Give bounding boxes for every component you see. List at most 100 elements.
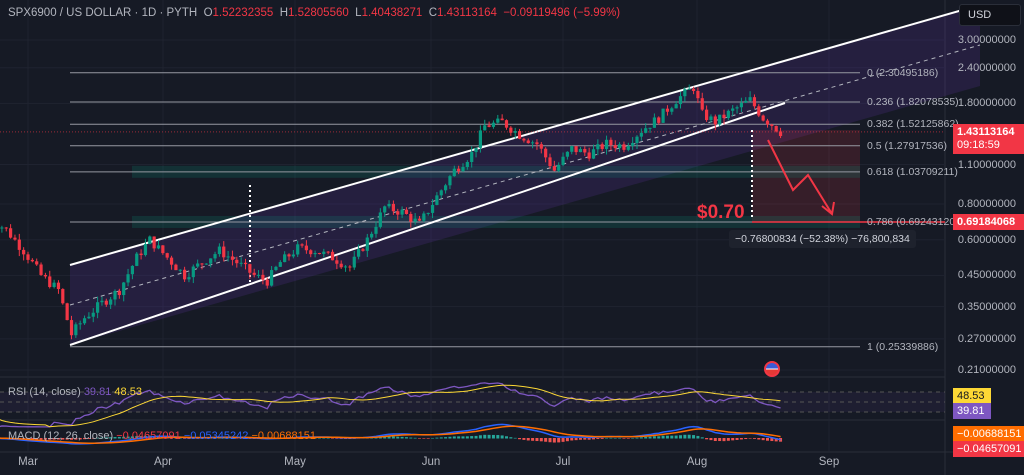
candle: [96, 302, 100, 313]
macd-histogram-bar: [74, 438, 78, 440]
macd-histogram-bar: [574, 438, 578, 441]
macd-histogram-bar: [35, 438, 39, 440]
candle: [700, 98, 704, 110]
candle: [61, 289, 65, 304]
macd-histogram-bar: [122, 436, 126, 439]
candle: [13, 237, 17, 240]
price-tick: 1.10000000: [957, 158, 1016, 171]
time-tick: Sep: [818, 456, 840, 468]
macd-histogram-bar: [404, 437, 408, 439]
macd-histogram-bar: [400, 436, 404, 439]
open-label: O: [203, 7, 213, 19]
macd-histogram-bar: [544, 438, 548, 442]
macd-histogram-bar: [117, 436, 121, 439]
time-tick: Jul: [555, 456, 571, 468]
candle: [718, 114, 722, 125]
macd-histogram-bar: [726, 438, 730, 441]
candle: [652, 117, 656, 128]
macd-histogram-bar: [509, 437, 513, 439]
symbol-title[interactable]: SPX6900 / US DOLLAR · 1D · PYTH: [8, 7, 198, 19]
candle: [648, 127, 652, 129]
candle: [618, 144, 622, 149]
candle: [357, 249, 361, 257]
time-tick: Mar: [18, 456, 38, 468]
candle: [187, 277, 191, 280]
candle: [352, 256, 356, 268]
macd-histogram-bar: [113, 437, 117, 439]
macd-histogram-bar: [696, 435, 700, 439]
candle: [326, 251, 330, 253]
macd-histogram-bar: [526, 438, 530, 441]
us-flag-event-icon[interactable]: [764, 361, 780, 377]
candle: [548, 157, 552, 167]
candle: [152, 236, 156, 249]
candle: [4, 227, 8, 229]
candle: [287, 254, 291, 257]
macd-histogram-bar: [774, 438, 778, 442]
close-label: C: [428, 7, 438, 19]
macd-histogram-bar: [383, 436, 387, 439]
change-value: −0.09119496 (−5.99%): [503, 7, 621, 19]
macd-histogram-bar: [505, 436, 508, 439]
candle: [657, 117, 661, 123]
macd-histogram-bar: [522, 438, 526, 440]
candle: [709, 116, 713, 121]
macd-legend: MACD (12, 26, close) −0.04657091 −0.0534…: [8, 430, 316, 442]
measure-label: −0.76800834 (−52.38%) −76,800,834: [729, 230, 916, 248]
macd-histogram-bar: [539, 438, 543, 442]
candle: [500, 118, 504, 121]
macd-histogram-bar: [565, 438, 569, 442]
candle: [378, 212, 382, 227]
macd-histogram-bar: [722, 438, 726, 442]
fib-level-label: 0.5 (1.27917536): [867, 139, 947, 152]
candle: [339, 263, 343, 268]
macd-histogram-bar: [326, 437, 330, 439]
macd-histogram-bar: [43, 438, 47, 440]
macd-histogram-bar: [648, 436, 652, 439]
macd-histogram-bar: [661, 435, 665, 439]
candle: [404, 209, 409, 214]
candle: [417, 218, 422, 221]
macd-histogram-bar: [422, 438, 426, 439]
candle: [291, 254, 295, 257]
candle: [583, 148, 587, 153]
macd-histogram-bar: [174, 437, 178, 439]
target-annotation: $0.70: [697, 202, 745, 223]
low-value: 1.40438271: [361, 7, 423, 19]
macd-histogram-bar: [592, 438, 595, 440]
currency-button[interactable]: USD: [959, 4, 1021, 26]
macd-histogram-bar: [387, 436, 391, 439]
candle: [165, 253, 169, 258]
price-tick: 0.21000000: [957, 364, 1016, 376]
candle: [143, 244, 148, 256]
candle: [770, 124, 774, 126]
macd-value: −0.05345242: [183, 430, 249, 442]
candle: [174, 264, 178, 271]
rsi-value: 39.81: [83, 386, 112, 398]
candle: [531, 142, 535, 144]
candle: [261, 274, 265, 280]
macd-histogram-bar: [157, 436, 160, 439]
macd-histogram-bar: [178, 437, 182, 439]
macd-histogram-bar: [731, 438, 735, 441]
candle: [665, 108, 670, 112]
fib-level-label: 0.236 (1.82078535): [867, 95, 959, 108]
macd-histogram-bar: [626, 438, 630, 439]
candle: [544, 148, 548, 158]
macd-label[interactable]: MACD (12, 26, close): [8, 430, 114, 442]
macd-histogram-bar: [587, 438, 591, 440]
candle: [496, 118, 500, 123]
rsi-label[interactable]: RSI (14, close): [8, 386, 81, 398]
candle: [487, 125, 491, 127]
candle: [248, 264, 252, 273]
candle: [613, 145, 617, 149]
candle: [465, 162, 469, 168]
price-tick: 0.60000000: [957, 233, 1016, 246]
candle: [735, 107, 739, 109]
macd-hist-tag: −0.04657091: [953, 441, 1024, 457]
candle: [722, 114, 726, 119]
open-value: 1.52232355: [212, 7, 274, 19]
candle: [635, 136, 639, 143]
rsi-tag: 39.81: [953, 403, 991, 419]
candle: [461, 167, 465, 172]
